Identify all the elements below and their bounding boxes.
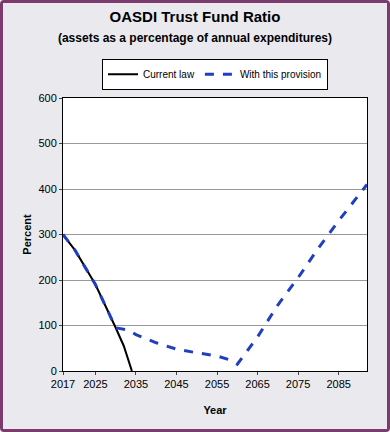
svg-text:600: 600 xyxy=(38,92,56,104)
svg-text:2085: 2085 xyxy=(326,378,350,390)
svg-text:2055: 2055 xyxy=(205,378,229,390)
svg-text:0: 0 xyxy=(51,365,57,377)
svg-text:300: 300 xyxy=(38,228,56,240)
svg-text:With this provision: With this provision xyxy=(240,69,321,80)
svg-text:Current law: Current law xyxy=(143,69,195,80)
svg-text:OASDI Trust Fund Ratio(assets: OASDI Trust Fund Ratio(assets as a perce… xyxy=(58,8,332,45)
svg-text:Percent: Percent xyxy=(21,214,33,255)
svg-text:Year: Year xyxy=(203,404,227,416)
svg-text:2065: 2065 xyxy=(245,378,269,390)
svg-text:2017: 2017 xyxy=(51,378,75,390)
svg-text:100: 100 xyxy=(38,319,56,331)
svg-text:2035: 2035 xyxy=(124,378,148,390)
svg-text:500: 500 xyxy=(38,137,56,149)
svg-text:200: 200 xyxy=(38,274,56,286)
svg-text:400: 400 xyxy=(38,183,56,195)
svg-text:2025: 2025 xyxy=(83,378,107,390)
svg-text:2075: 2075 xyxy=(286,378,310,390)
svg-text:2045: 2045 xyxy=(164,378,188,390)
